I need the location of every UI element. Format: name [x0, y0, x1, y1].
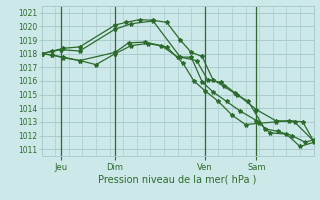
- X-axis label: Pression niveau de la mer( hPa ): Pression niveau de la mer( hPa ): [99, 175, 257, 185]
